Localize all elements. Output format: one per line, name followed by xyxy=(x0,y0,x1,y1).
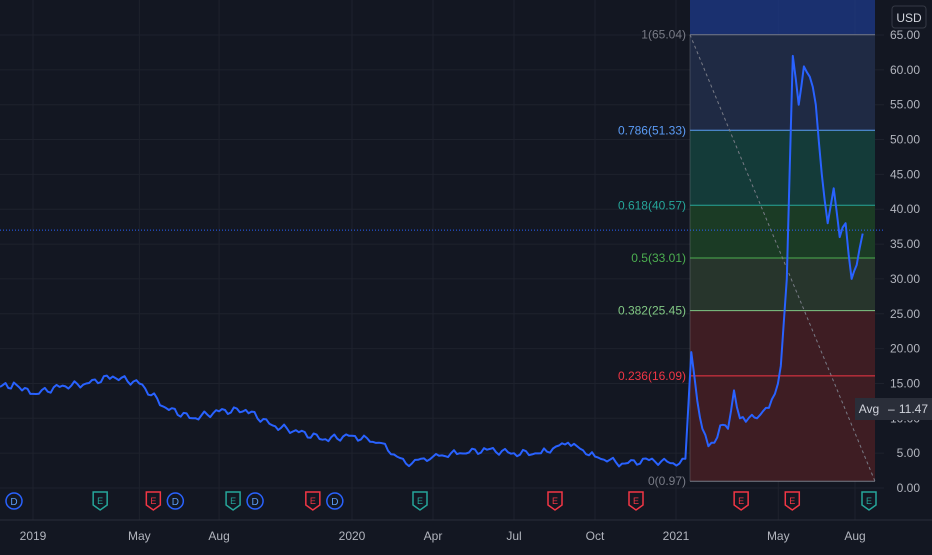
y-tick-label: 55.00 xyxy=(890,98,920,112)
dividend-marker[interactable] xyxy=(246,492,264,510)
y-tick-label: 35.00 xyxy=(890,237,920,251)
earnings-marker-label: E xyxy=(552,496,558,506)
time-axis[interactable]: 2019 May Aug 2020 Apr Jul Oct 2021 May Aug xyxy=(0,519,932,543)
earnings-marker[interactable] xyxy=(145,491,162,511)
fib-band-top xyxy=(690,0,875,35)
x-tick-label: Oct xyxy=(586,529,605,543)
earnings-marker-label: E xyxy=(230,496,236,506)
x-tick-label: Apr xyxy=(424,529,443,543)
y-tick-label: 0.00 xyxy=(897,481,921,495)
fib-band xyxy=(690,205,875,258)
earnings-marker-label: E xyxy=(866,496,872,506)
avg-value: 11.47 xyxy=(899,402,928,416)
avg-label: Avg xyxy=(859,402,879,416)
fib-band xyxy=(690,34,875,131)
fib-level-label: 1(65.04) xyxy=(641,28,686,42)
earnings-marker[interactable] xyxy=(784,491,801,511)
earnings-marker-label: E xyxy=(417,496,423,506)
y-tick-label: 65.00 xyxy=(890,28,920,42)
fib-band xyxy=(690,257,875,311)
earnings-marker-label: E xyxy=(310,496,316,506)
price-series-line xyxy=(0,54,864,468)
currency-label[interactable]: USD xyxy=(891,5,927,29)
fib-band xyxy=(690,375,875,482)
y-tick-label: 45.00 xyxy=(890,167,920,181)
earnings-marker[interactable] xyxy=(225,491,241,511)
y-tick-label: 20.00 xyxy=(890,342,920,356)
x-tick-label: May xyxy=(767,529,790,543)
price-axis-bg xyxy=(884,0,932,520)
fib-trend-line[interactable] xyxy=(689,34,876,482)
x-tick-label: Jul xyxy=(506,529,521,543)
earnings-marker-label: E xyxy=(633,496,639,506)
earnings-marker[interactable] xyxy=(861,491,877,511)
fib-retracement[interactable]: 1(65.04) 0.786(51.33) 0.618(40.57) 0.5(33.0… xyxy=(618,0,876,488)
y-tick-label: 50.00 xyxy=(890,133,920,147)
dividend-marker-label: D xyxy=(10,497,17,508)
earnings-marker-label: E xyxy=(789,496,795,506)
x-tick-label: 2020 xyxy=(339,529,366,543)
earnings-marker[interactable] xyxy=(305,491,321,511)
fib-level-label: 0.382(25.45) xyxy=(618,304,686,318)
dividend-marker[interactable] xyxy=(166,492,185,510)
y-tick-label: 30.00 xyxy=(890,272,920,286)
x-tick-label: 2021 xyxy=(663,529,690,543)
earnings-marker[interactable] xyxy=(547,491,563,511)
y-tick-label: 40.00 xyxy=(890,202,920,216)
earnings-marker[interactable] xyxy=(628,491,644,511)
x-tick-label: Aug xyxy=(208,529,229,543)
currency-text: USD xyxy=(896,11,922,25)
earnings-marker-label: E xyxy=(738,496,744,506)
fib-level-label: 0.618(40.57) xyxy=(618,198,686,212)
y-tick-label: 5.00 xyxy=(897,446,921,460)
avg-badge: Avg – 11.47 xyxy=(855,398,932,420)
x-tick-label: 2019 xyxy=(20,529,47,543)
dividend-marker[interactable] xyxy=(326,492,344,510)
earnings-marker[interactable] xyxy=(733,491,749,511)
dividend-marker-label: D xyxy=(172,497,179,508)
dividend-marker-label: D xyxy=(251,497,258,508)
fib-level-label: 0.786(51.33) xyxy=(618,123,686,137)
earnings-marker-label: E xyxy=(97,496,103,506)
x-tick-label: May xyxy=(128,529,151,543)
fib-level-label: 0(0.97) xyxy=(648,474,686,488)
earnings-marker-label: E xyxy=(150,496,156,506)
x-tick-label: Aug xyxy=(844,529,865,543)
y-tick-label: 25.00 xyxy=(890,307,920,321)
earnings-marker[interactable] xyxy=(92,491,108,511)
fib-level-label: 0.5(33.01) xyxy=(631,251,686,265)
fib-band xyxy=(690,130,875,206)
earnings-marker[interactable] xyxy=(412,491,428,511)
avg-dash: – xyxy=(888,402,895,416)
y-tick-label: 15.00 xyxy=(890,376,920,390)
dividend-marker-label: D xyxy=(331,497,338,508)
dividend-marker[interactable] xyxy=(5,492,23,510)
fib-level-label: 0.236(16.09) xyxy=(618,369,686,383)
y-tick-label: 60.00 xyxy=(890,63,920,77)
price-axis[interactable]: 0.005.0010.0015.0020.0025.0030.0035.0040… xyxy=(884,0,932,520)
